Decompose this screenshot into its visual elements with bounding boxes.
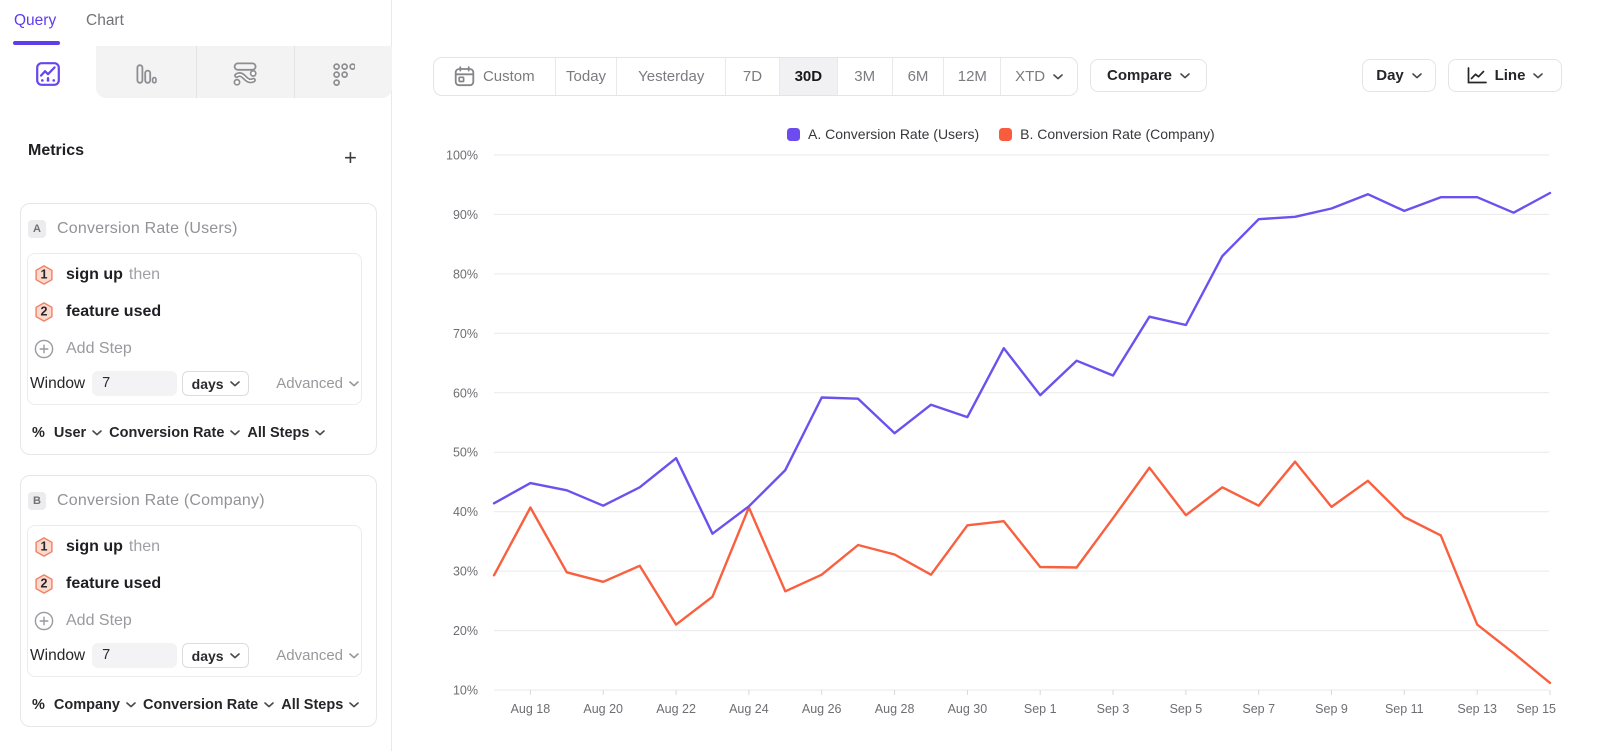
svg-text:Sep 13: Sep 13: [1457, 702, 1497, 716]
svg-text:90%: 90%: [453, 208, 478, 222]
svg-text:80%: 80%: [453, 267, 478, 281]
svg-text:Aug 28: Aug 28: [875, 702, 915, 716]
svg-text:Sep 11: Sep 11: [1385, 702, 1424, 716]
svg-text:Sep 7: Sep 7: [1242, 702, 1275, 716]
svg-text:Aug 18: Aug 18: [511, 702, 551, 716]
svg-text:1: 1: [41, 540, 48, 554]
svg-text:50%: 50%: [453, 446, 478, 460]
svg-text:20%: 20%: [453, 624, 478, 638]
svg-text:70%: 70%: [453, 327, 478, 341]
svg-text:40%: 40%: [453, 505, 478, 519]
svg-text:10%: 10%: [453, 684, 478, 698]
svg-text:Sep 1: Sep 1: [1024, 702, 1057, 716]
svg-text:Aug 30: Aug 30: [948, 702, 988, 716]
svg-text:2: 2: [41, 305, 48, 319]
svg-text:30%: 30%: [453, 565, 478, 579]
svg-text:Aug 24: Aug 24: [729, 702, 769, 716]
svg-text:60%: 60%: [453, 386, 478, 400]
svg-text:Sep 9: Sep 9: [1315, 702, 1348, 716]
svg-text:Aug 22: Aug 22: [656, 702, 696, 716]
svg-text:Sep 5: Sep 5: [1170, 702, 1203, 716]
svg-text:100%: 100%: [446, 149, 478, 163]
svg-text:Aug 26: Aug 26: [802, 702, 842, 716]
svg-text:1: 1: [41, 268, 48, 282]
svg-text:2: 2: [41, 577, 48, 591]
svg-text:Aug 20: Aug 20: [583, 702, 623, 716]
svg-text:Sep 3: Sep 3: [1097, 702, 1130, 716]
svg-text:Sep 15: Sep 15: [1516, 702, 1556, 716]
